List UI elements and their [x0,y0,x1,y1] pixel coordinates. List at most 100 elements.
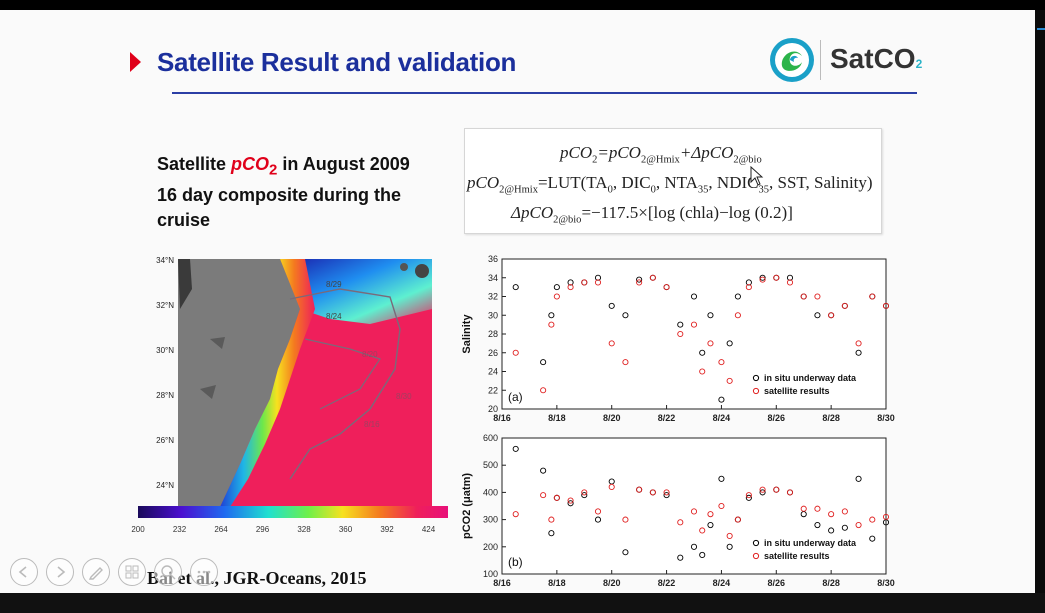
land-detail [200,337,225,399]
data-point [540,492,547,499]
x-tick-label: 8/24 [713,413,731,423]
colorbar-tick-label: 424 [422,525,436,534]
more-icon [197,570,211,574]
data-point [512,445,519,452]
caption-line-3: cruise [157,209,211,230]
lat-label: 32°N [156,301,174,310]
x-tick-label: 8/18 [548,413,566,423]
plot-frame [501,437,887,575]
formula-1: pCO2=pCO2@Hmix+ΔpCO2@bio [560,143,762,166]
data-point [759,276,766,283]
data-point [869,293,876,300]
data-point [786,279,794,286]
series-1 [512,483,890,539]
data-point [636,279,643,286]
island [415,264,429,278]
caption-pco2: pCO2 [231,154,277,179]
data-point [553,494,560,501]
caption-prefix: Satellite [157,154,232,174]
more-options-button[interactable] [190,558,218,586]
track-label: 8/30 [396,392,412,401]
caption-line-1: Satellite pCO2 in August 2009 [157,152,457,183]
colorbar-ticks: 200 232 264 296 328 360 392 424 [131,525,435,534]
colorbar-tick-label: 328 [297,525,311,534]
data-point [636,486,643,493]
data-point [581,492,588,499]
y-axis-label: pCO2 (μatm) [461,473,473,539]
f2-lhs: pCO [467,173,500,192]
data-point [690,508,698,515]
data-point [828,511,835,518]
y-axis-label: Salinity [461,314,473,354]
data-point [594,274,602,281]
coastal-gradient-band [220,259,315,507]
data-point [759,489,766,496]
data-point [745,494,752,501]
f2-sub0b: 0 [650,184,656,196]
data-point [581,279,588,286]
f2-nta: , NTA [655,173,698,192]
data-point [718,502,725,510]
f3-rhs: =−117.5×[log (chla)−log (0.2)] [581,203,793,222]
next-slide-button[interactable] [46,558,74,586]
y-tick-label: 200 [483,542,498,552]
data-point [581,489,588,496]
pen-icon [88,567,103,580]
y-tick-label: 34 [488,273,498,283]
y-tick-label: 22 [488,385,498,395]
slide-title: Satellite Result and validation [157,47,517,77]
f2-sub35: 35 [697,184,709,196]
x-tick-label: 8/16 [493,413,511,423]
lat-label: 24°N [156,481,174,490]
data-point [677,330,684,338]
data-point [759,274,766,281]
data-point [745,284,752,291]
data-point [622,359,629,366]
data-point [828,312,835,319]
data-point [734,516,741,523]
track-label: 8/24 [326,312,342,321]
see-all-slides-button[interactable] [118,558,146,586]
zoom-button[interactable] [154,558,182,586]
salinity-chart: 20 22 24 26 28 30 32 34 36 8/16 8/18 8/20 8/22 8/24 8/… [461,254,895,423]
f2-lut: =LUT(TA [537,173,608,192]
data-point [553,293,560,300]
data-point [841,302,848,309]
logo-separator [820,40,821,80]
data-point [726,532,733,539]
data-point [855,340,862,347]
data-point [622,516,629,523]
x-tick-label: 8/20 [603,413,621,423]
data-point [726,377,733,384]
legend-label: in situ underway data [764,538,857,548]
f1-pco2: =pCO [597,143,641,162]
data-point [882,302,890,309]
pen-tool-button[interactable] [82,558,110,586]
lat-label: 28°N [156,391,174,400]
data-point [855,521,862,529]
data-point [800,505,807,512]
data-point [663,492,670,499]
data-point [726,340,733,347]
data-point [540,467,547,474]
previous-slide-button[interactable] [10,558,38,586]
legend-marker [752,387,760,395]
f3-bio: 2@bio [553,214,582,226]
x-tick-label: 8/22 [658,578,676,588]
data-point [548,516,555,523]
f2-tail: , SST, Salinity) [768,173,873,192]
data-point [677,554,684,561]
f2-sub35b: 35 [758,184,769,196]
panel-label: (a) [508,390,523,404]
data-point [841,524,848,531]
data-point [773,486,780,493]
data-point [567,497,574,504]
data-point [594,279,602,286]
legend-label: satellite results [764,386,830,396]
y-tick-label: 36 [488,254,498,264]
y-tick-label: 600 [483,433,498,443]
f1-plus: +ΔpCO [679,143,734,162]
data-point [540,387,547,394]
data-point [855,475,862,482]
data-point [567,500,574,507]
